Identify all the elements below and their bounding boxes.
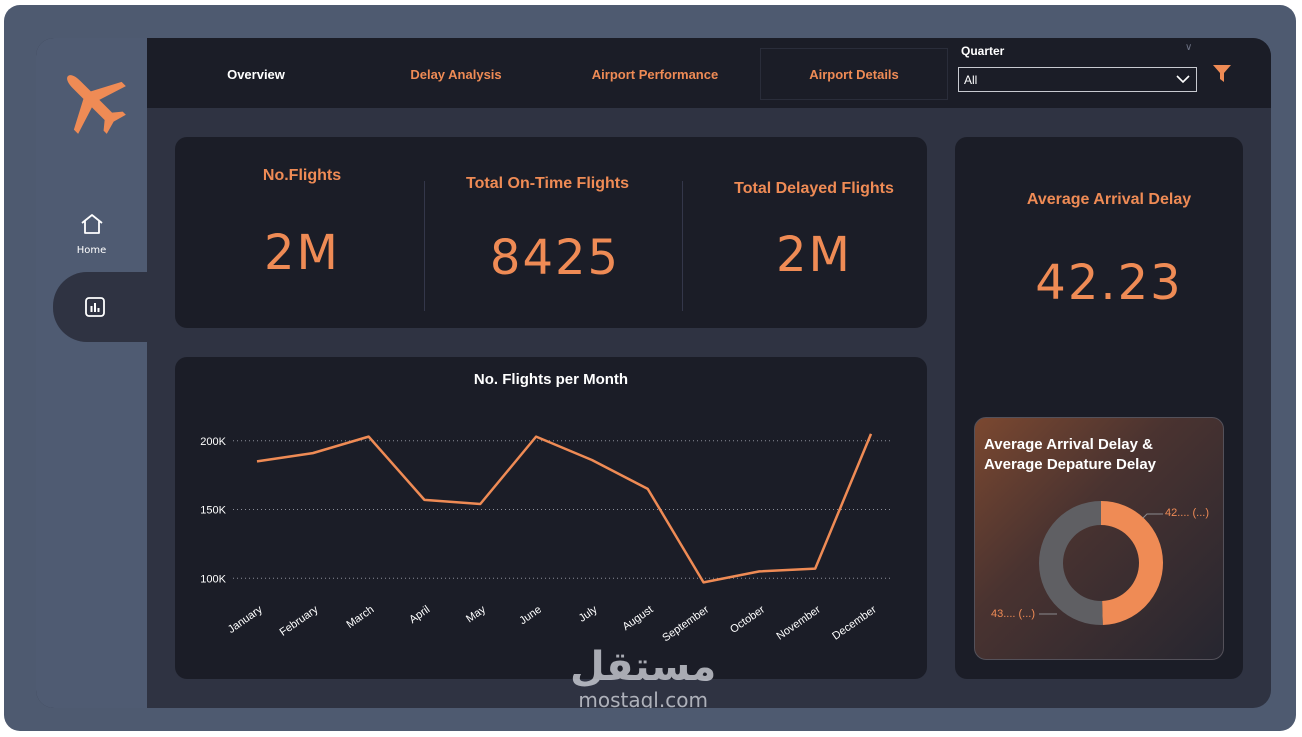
donut-slice[interactable] — [1039, 501, 1103, 625]
kpi-arrival-delay-value: 42.23 — [1035, 255, 1183, 311]
top-navigation: Overview Delay Analysis Airport Performa… — [147, 38, 1271, 108]
donut-chart-title: Average Arrival Delay & Average Depature… — [984, 436, 1157, 473]
kpi-on-time-title: Total On-Time Flights — [466, 175, 629, 192]
kpi-flights-title: No.Flights — [262, 167, 342, 184]
donut-leader-line — [1142, 513, 1163, 519]
kpi-arrival-delay-title: Average Arrival Delay — [1026, 191, 1192, 208]
x-tick-label: August — [621, 604, 656, 633]
kpi-on-time-value: 8425 — [489, 230, 621, 286]
filter-collapse-icon[interactable]: ∨ — [1185, 42, 1193, 53]
nav-home[interactable]: Home — [36, 198, 147, 268]
x-tick-label: March — [344, 604, 376, 631]
dashboard-app: Home Overview Delay Analysis Airport Per… — [36, 38, 1271, 708]
x-tick-label: February — [278, 603, 321, 638]
flights-line-chart: 100K 150K 200K January February March April May… — [200, 433, 891, 644]
tab-airport-details[interactable]: Airport Details — [760, 48, 948, 100]
bar-chart-icon — [85, 297, 105, 317]
x-tick-label: June — [517, 604, 543, 628]
quarter-filter-value: All — [964, 73, 978, 87]
flights-series-line — [256, 433, 873, 584]
x-tick-label: October — [728, 603, 767, 635]
y-tick-label: 200K — [200, 436, 226, 448]
kpi-divider — [682, 181, 683, 311]
chevron-down-icon — [1176, 75, 1190, 84]
x-tick-label: September — [660, 603, 711, 644]
filter-icon[interactable] — [1212, 64, 1232, 84]
x-tick-label: July — [577, 603, 600, 624]
x-tick-label: May — [464, 603, 488, 625]
line-chart-title: No. Flights per Month — [473, 371, 629, 388]
y-tick-label: 100K — [200, 573, 226, 585]
sidebar: Home — [36, 38, 163, 708]
watermark-arabic: مستقل — [570, 644, 717, 690]
outer-frame: Home Overview Delay Analysis Airport Per… — [4, 5, 1296, 731]
airplane-logo-icon — [67, 75, 126, 134]
nav-home-label: Home — [76, 245, 107, 256]
x-tick-label: January — [226, 603, 265, 636]
y-tick-label: 150K — [200, 505, 226, 517]
donut-slice[interactable] — [1101, 501, 1164, 625]
tab-overview[interactable]: Overview — [227, 67, 285, 82]
home-icon — [80, 214, 103, 234]
tab-delay-analysis[interactable]: Delay Analysis — [410, 67, 502, 82]
delay-donut-card: Average Arrival Delay & Average Depature… — [974, 417, 1224, 660]
kpi-divider — [424, 181, 425, 311]
quarter-filter-label: Quarter — [961, 44, 1005, 58]
flights-per-month-card: No. Flights per Month 100K 150K 200K Januar… — [175, 357, 927, 679]
watermark: مستقل mostaql.com — [570, 645, 716, 708]
kpi-delayed-value: 2M — [776, 227, 852, 283]
x-tick-label: December — [830, 603, 879, 642]
quarter-filter-select[interactable]: All — [958, 67, 1197, 92]
kpi-delayed-title: Total Delayed Flights — [734, 180, 894, 197]
donut-label-departure: 43.... (...) — [991, 608, 1036, 620]
x-tick-label: April — [407, 604, 432, 626]
nav-report[interactable] — [53, 272, 163, 342]
delay-donut-chart — [1039, 501, 1164, 625]
watermark-latin: mostaql.com — [578, 688, 708, 708]
tab-airport-performance[interactable]: Airport Performance — [591, 67, 719, 82]
x-tick-label: November — [774, 603, 823, 642]
kpi-card: No.Flights 2M Total On-Time Flights 8425… — [175, 137, 927, 328]
kpi-flights-value: 2M — [264, 225, 340, 281]
donut-label-arrival: 42.... (...) — [1165, 507, 1210, 519]
